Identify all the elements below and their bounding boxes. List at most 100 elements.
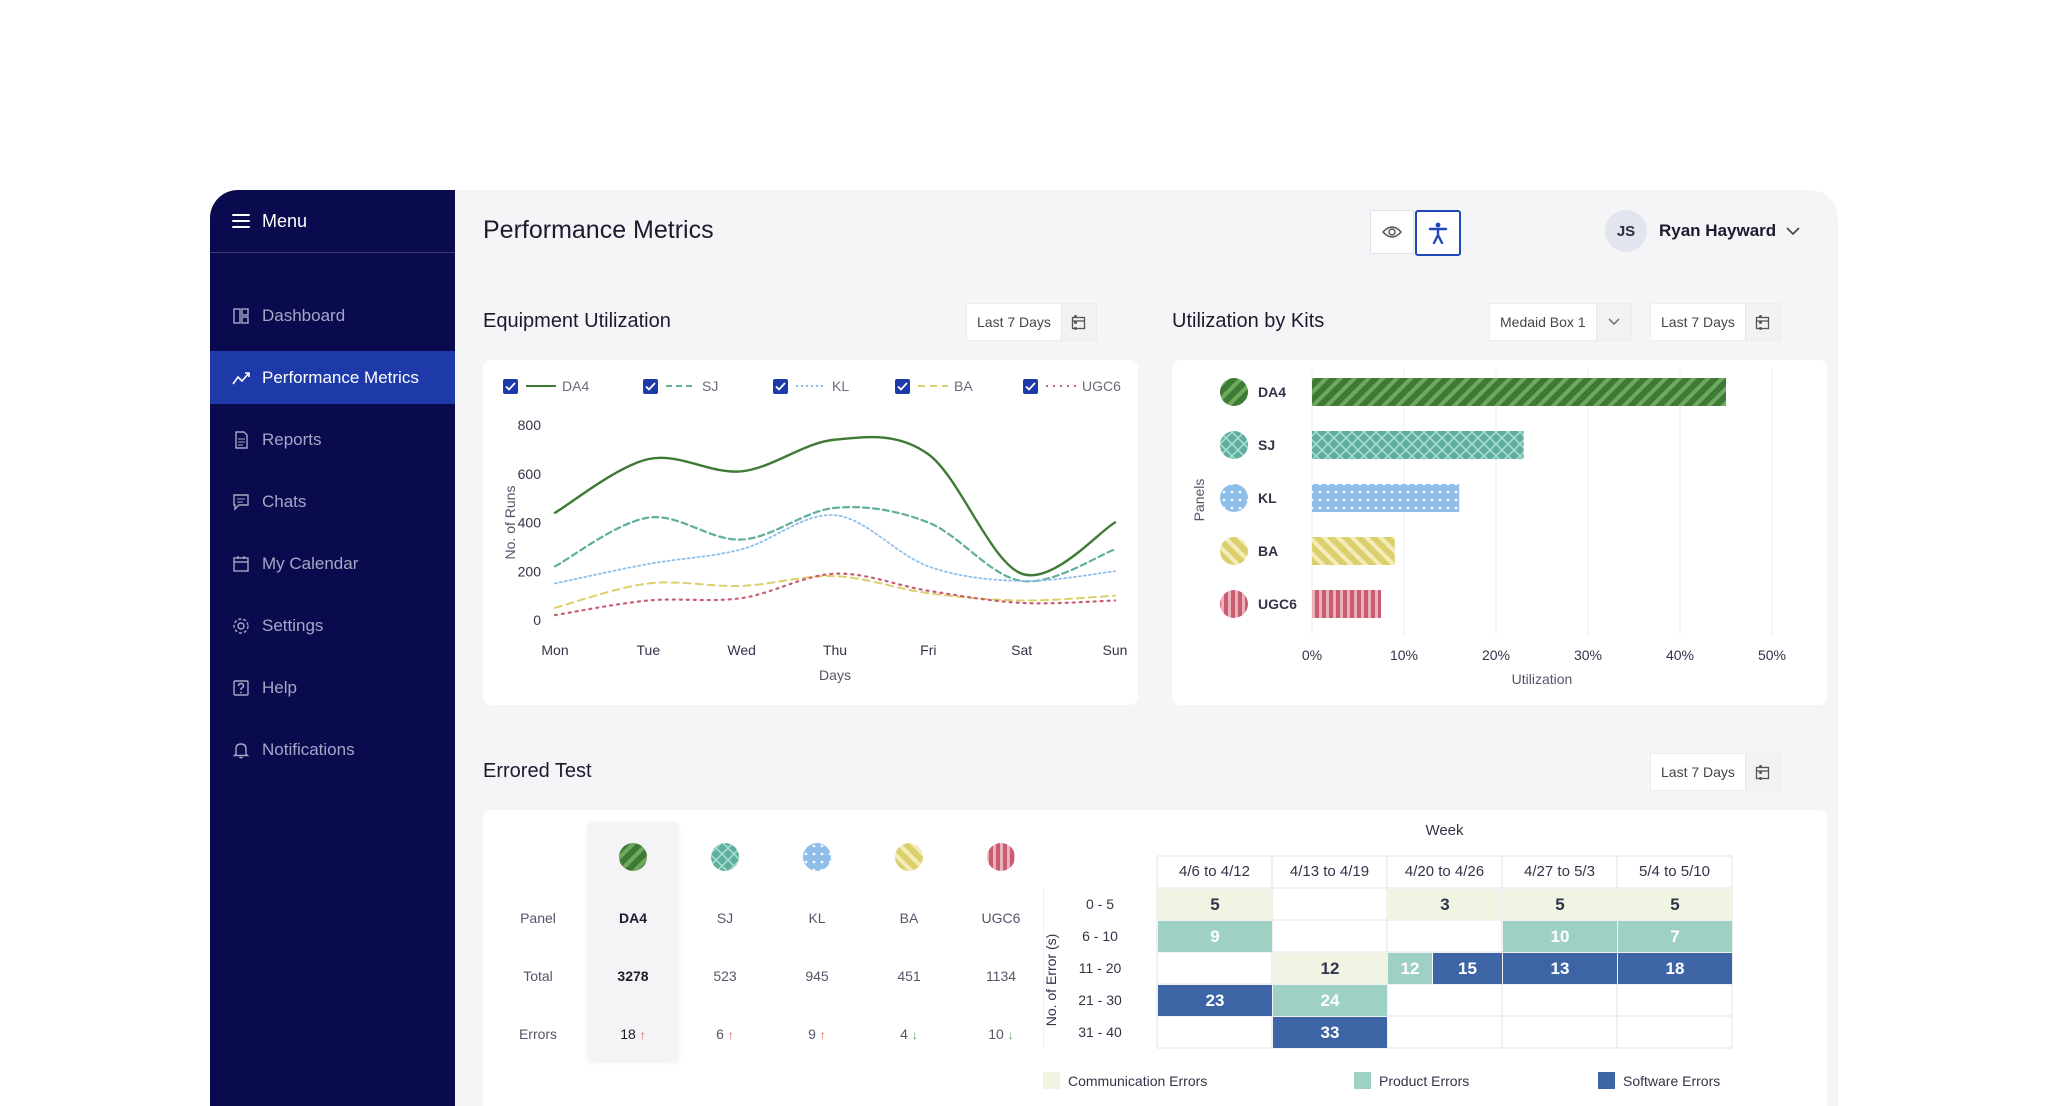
errored-more-icon[interactable] bbox=[1750, 754, 1770, 790]
x-tick-label: 40% bbox=[1666, 647, 1694, 663]
sidebar-item-help[interactable]: Help bbox=[210, 661, 455, 714]
errored-title: Errored Test bbox=[483, 760, 592, 782]
heatmap-cell-software[interactable]: 18 bbox=[1618, 953, 1732, 984]
sidebar-item-performance-metrics[interactable]: Performance Metrics bbox=[210, 351, 455, 404]
panel-errors: 4 ↓ bbox=[864, 1026, 954, 1042]
sidebar-nav: Dashboard Performance Metrics Reports Chats… bbox=[210, 289, 455, 776]
sidebar-item-chats[interactable]: Chats bbox=[210, 475, 455, 528]
x-tick-label: 50% bbox=[1758, 647, 1786, 663]
week-column-header: 4/6 to 4/12 bbox=[1179, 863, 1250, 880]
panel-errors: 9 ↑ bbox=[772, 1026, 862, 1042]
trend-down-icon: ↓ bbox=[911, 1028, 918, 1042]
sidebar-item-notifications[interactable]: Notifications bbox=[210, 723, 455, 776]
legend-label: KL bbox=[832, 378, 850, 394]
x-axis-label: Utilization bbox=[1512, 671, 1573, 687]
sidebar-item-reports[interactable]: Reports bbox=[210, 413, 455, 466]
week-column-header: 4/13 to 4/19 bbox=[1289, 863, 1370, 880]
x-tick-label: 10% bbox=[1390, 647, 1418, 663]
sidebar-item-dashboard[interactable]: Dashboard bbox=[210, 289, 455, 342]
trend-down-icon: ↓ bbox=[1007, 1028, 1014, 1042]
panel-errors: 10 ↓ bbox=[956, 1026, 1046, 1042]
sidebar-item-label: Dashboard bbox=[262, 305, 346, 325]
heatmap-cell-comm[interactable]: 3 bbox=[1388, 889, 1502, 920]
kits-range-picker[interactable]: Last 7 Days bbox=[1651, 304, 1780, 340]
legend-item-ba[interactable]: BA bbox=[895, 378, 973, 394]
heatmap-cell-software[interactable]: 15 bbox=[1433, 953, 1502, 984]
document-icon bbox=[235, 430, 248, 449]
panel-swatch-kl bbox=[1220, 484, 1248, 512]
panel-column-ugc6[interactable]: UGC6 1134 10 ↓ bbox=[956, 822, 1046, 1060]
legend-label: Communication Errors bbox=[1068, 1072, 1208, 1089]
error-heatmap: Week No. of Error (s) 4/6 to 4/12 4/13 to 4… bbox=[1043, 822, 1823, 1106]
sidebar-item-label: Notifications bbox=[262, 739, 355, 759]
heatmap-cell-product[interactable]: 12 bbox=[1388, 953, 1432, 984]
menu-toggle[interactable]: Menu bbox=[210, 190, 455, 253]
sidebar-item-settings[interactable]: Settings bbox=[210, 599, 455, 652]
heatmap-cell-product[interactable]: 9 bbox=[1158, 921, 1272, 952]
heatmap-cell-comm[interactable]: 5 bbox=[1503, 889, 1617, 920]
panel-swatch-da4 bbox=[1220, 378, 1248, 406]
device-select-label: Medaid Box 1 bbox=[1500, 314, 1586, 330]
heatmap-cell-product[interactable]: 24 bbox=[1273, 985, 1387, 1016]
heatmap-cell-software[interactable]: 33 bbox=[1273, 1017, 1387, 1048]
legend-label: BA bbox=[954, 378, 973, 394]
x-tick-label: 30% bbox=[1574, 647, 1602, 663]
heatmap-cell-comm[interactable]: 5 bbox=[1618, 889, 1732, 920]
x-tick-label: Thu bbox=[823, 642, 847, 658]
panel-column-kl[interactable]: KL 945 9 ↑ bbox=[772, 822, 862, 1060]
trend-up-icon: ↑ bbox=[819, 1028, 826, 1042]
panel-errors: 18 ↑ bbox=[588, 1026, 678, 1042]
bar-ugc6[interactable] bbox=[1312, 590, 1381, 618]
kits-more-icon[interactable] bbox=[1750, 304, 1770, 340]
errored-range-picker[interactable]: Last 7 Days bbox=[1651, 754, 1780, 790]
legend-item-kl[interactable]: KL bbox=[773, 378, 849, 394]
panel-column-ba[interactable]: BA 451 4 ↓ bbox=[864, 822, 954, 1060]
sidebar: Menu Dashboard Performance Metrics Reports… bbox=[210, 190, 455, 1106]
bar-da4[interactable] bbox=[1312, 378, 1726, 406]
heatmap-cell-comm[interactable]: 5 bbox=[1158, 889, 1272, 920]
panel-swatch-da4 bbox=[619, 843, 647, 871]
app-window: Menu Dashboard Performance Metrics Reports… bbox=[210, 190, 1838, 1106]
hamburger-icon bbox=[232, 214, 250, 228]
sidebar-item-label: Performance Metrics bbox=[262, 367, 419, 387]
heatmap-cell-product[interactable]: 7 bbox=[1618, 921, 1732, 952]
heatmap-cell-comm[interactable]: 12 bbox=[1273, 953, 1387, 984]
range-row-label: 31 - 40 bbox=[1078, 1024, 1122, 1040]
sidebar-item-my-calendar[interactable]: My Calendar bbox=[210, 537, 455, 590]
bar-kl[interactable] bbox=[1312, 484, 1460, 512]
calendar-icon bbox=[1060, 304, 1096, 340]
heatmap-cell-software[interactable]: 13 bbox=[1503, 953, 1617, 984]
y-axis-label: No. of Runs bbox=[502, 486, 518, 560]
panel-swatch-ugc6 bbox=[1220, 590, 1248, 618]
chat-icon bbox=[233, 493, 249, 511]
device-select[interactable]: Medaid Box 1 bbox=[1490, 304, 1631, 340]
panel-swatch-ugc6 bbox=[987, 843, 1015, 871]
sidebar-item-label: My Calendar bbox=[262, 553, 359, 573]
panel-column-da4[interactable]: DA4 3278 18 ↑ bbox=[588, 822, 678, 1060]
x-tick-label: Wed bbox=[727, 642, 756, 658]
panel-column-sj[interactable]: SJ 523 6 ↑ bbox=[680, 822, 770, 1060]
heatmap-cell-software[interactable]: 23 bbox=[1158, 985, 1272, 1016]
view-toggle-button[interactable] bbox=[1370, 210, 1414, 254]
kits-range-label: Last 7 Days bbox=[1661, 314, 1735, 330]
legend-label: UGC6 bbox=[1082, 378, 1121, 394]
calendar-icon bbox=[233, 555, 249, 572]
bar-ba[interactable] bbox=[1312, 537, 1395, 565]
x-tick-label: Tue bbox=[637, 642, 661, 658]
checkbox-checked-icon bbox=[895, 378, 910, 394]
x-tick-label: 0% bbox=[1302, 647, 1322, 663]
panel-swatch-sj bbox=[711, 843, 739, 871]
bar-sj[interactable] bbox=[1312, 431, 1524, 459]
equipment-more-icon[interactable] bbox=[1065, 304, 1085, 340]
range-row-label: 6 - 10 bbox=[1082, 928, 1118, 944]
category-label: BA bbox=[1258, 543, 1278, 559]
panel-total: 3278 bbox=[617, 968, 649, 984]
heatmap-cell-product[interactable]: 10 bbox=[1503, 921, 1617, 952]
legend-item-sj[interactable]: SJ bbox=[643, 378, 718, 394]
panel-swatch-sj bbox=[1220, 431, 1248, 459]
legend-item-da4[interactable]: DA4 bbox=[503, 378, 589, 394]
legend-label: Software Errors bbox=[1623, 1072, 1721, 1089]
user-menu[interactable]: JS Ryan Hayward bbox=[1605, 210, 1800, 252]
accessibility-button[interactable] bbox=[1415, 210, 1461, 256]
legend-item-ugc6[interactable]: UGC6 bbox=[1023, 378, 1121, 394]
